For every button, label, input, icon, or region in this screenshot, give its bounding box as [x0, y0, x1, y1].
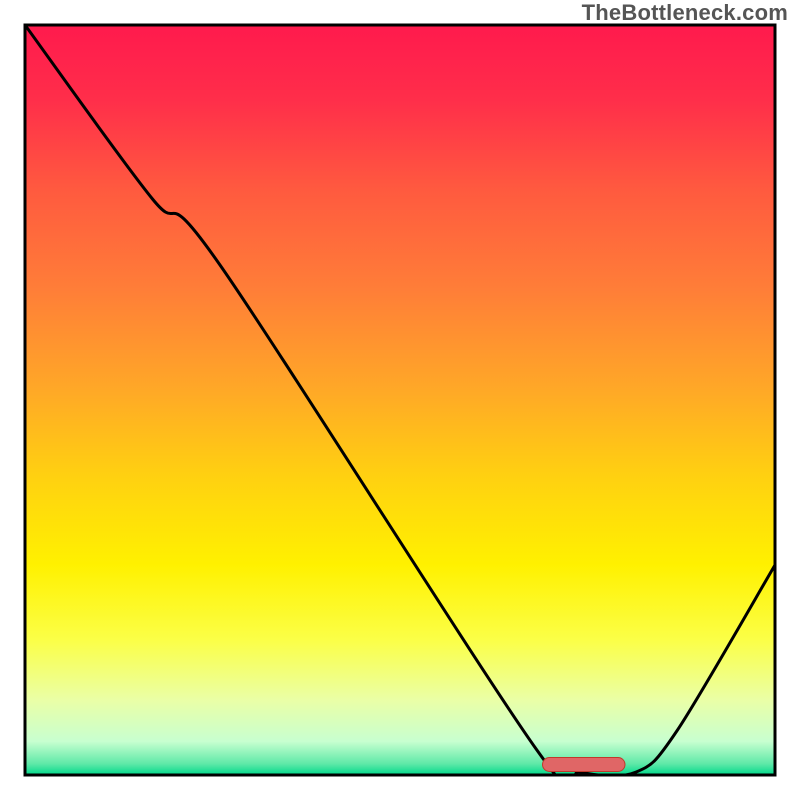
- plot-background: [25, 25, 775, 775]
- optimal-range-marker: [543, 758, 626, 772]
- bottleneck-chart: TheBottleneck.com: [0, 0, 800, 800]
- watermark-text: TheBottleneck.com: [582, 0, 788, 26]
- chart-svg: [0, 0, 800, 800]
